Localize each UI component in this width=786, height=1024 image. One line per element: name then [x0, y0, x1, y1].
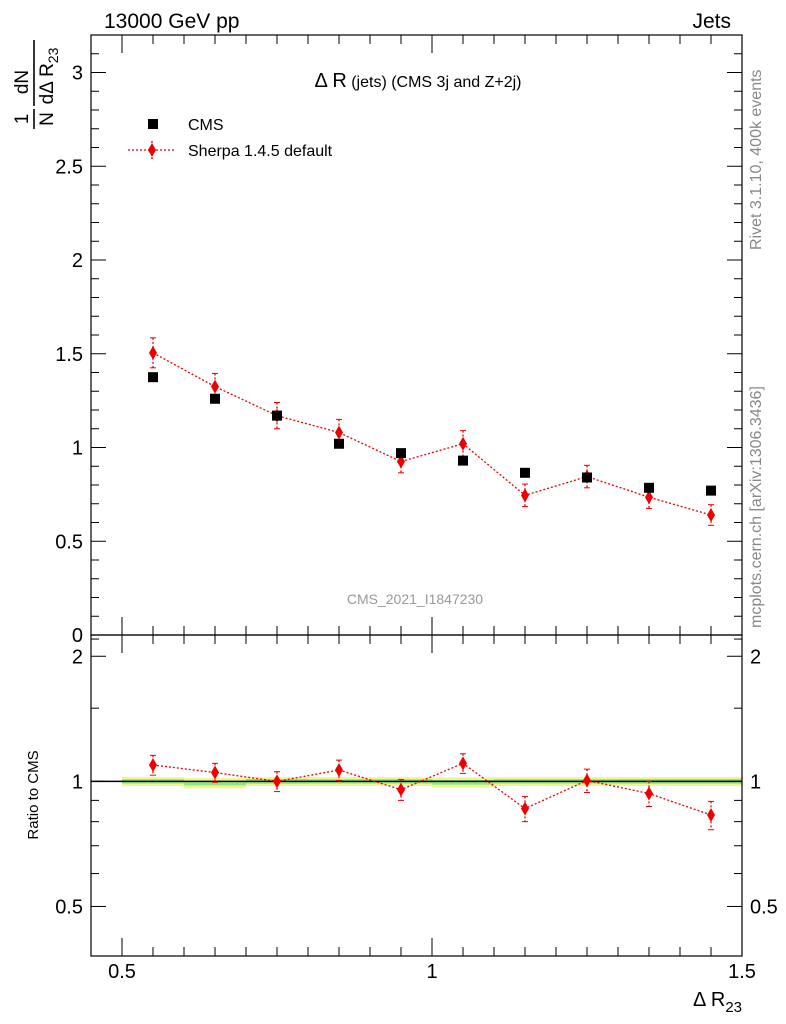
main-y-tick-label: 2.5 — [55, 156, 83, 178]
ratio-sherpa-point — [397, 782, 405, 797]
sherpa-point — [459, 436, 467, 451]
main-y-tick-label: 0 — [72, 625, 83, 647]
mcplots-label: mcplots.cern.ch [arXiv:1306.3436] — [748, 386, 765, 628]
ratio-sherpa-line — [152, 762, 712, 816]
ratio-band-inner — [184, 781, 246, 786]
sherpa-point — [707, 508, 715, 522]
plot-title-rest: (CMS 3j and Z+2j) — [387, 74, 522, 91]
ratio-y-tick-labels-left: 0.5 1 2 — [55, 646, 83, 918]
ratio-sherpa-point — [211, 765, 219, 780]
ratio-sherpa-point — [335, 762, 343, 777]
x-tick-label: 1 — [426, 961, 437, 983]
cms-point — [334, 438, 344, 449]
sherpa-point — [335, 425, 343, 440]
cms-point — [272, 410, 282, 421]
main-y-tick-labels: 0 0.5 1 1.5 2 2.5 3 — [55, 63, 83, 648]
x-ticks — [90, 35, 743, 956]
sherpa-point — [149, 345, 157, 360]
ratio-sherpa-point — [645, 786, 653, 801]
cms-point — [644, 482, 654, 493]
cms-point — [458, 455, 468, 466]
main-y-ticks — [91, 53, 742, 636]
sherpa-connecting-line — [152, 352, 712, 516]
main-y-tick-label: 1 — [72, 438, 83, 460]
ratio-sherpa-point — [273, 774, 281, 789]
y-label-ddr-main: dΔ R — [37, 63, 58, 104]
plot-title: Δ R (jets) (CMS 3j and Z+2j) — [315, 70, 522, 92]
y-label-ddr-sub: 23 — [45, 47, 61, 63]
sherpa-series-line — [152, 352, 712, 516]
ratio-panel: 0.512 0.512 0.5 1 1.5 Ratio to CMS Δ R23 — [25, 35, 778, 1016]
ratio-y-tick-label: 2 — [72, 646, 83, 668]
y-label-n: N — [37, 112, 58, 126]
cms-point — [148, 372, 158, 383]
ratio-y-ticks — [91, 638, 742, 907]
ratio-y-tick-label-right: 2 — [750, 646, 761, 668]
ratio-y-tick-label: 0.5 — [55, 896, 83, 918]
ratio-y-tick-label-right: 0.5 — [750, 896, 778, 918]
sherpa-series-points — [149, 337, 715, 526]
header-group-label: Jets — [692, 10, 731, 33]
ratio-y-tick-label-right: 1 — [750, 771, 761, 793]
sherpa-point — [521, 488, 529, 503]
main-y-axis-label: 1 N dN dΔ R23 — [12, 40, 61, 129]
ratio-y-tick-label: 1 — [72, 771, 83, 793]
legend-sherpa-label: Sherpa 1.4.5 default — [188, 143, 333, 160]
x-tick-label: 0.5 — [108, 961, 136, 983]
plot-title-sub: (jets) — [347, 74, 387, 91]
ratio-y-tick-labels-right: 0.5 1 2 — [750, 646, 778, 918]
ratio-sherpa-point — [149, 757, 157, 772]
cms-point — [582, 472, 592, 483]
x-axis-label-sub: 23 — [725, 999, 742, 1016]
sherpa-point — [645, 490, 653, 505]
main-panel: 0 0.5 1 1.5 2 2.5 3 CMS_2021_I1847230 Δ R (jet… — [12, 34, 743, 648]
x-tick-labels: 0.5 1 1.5 — [108, 961, 756, 983]
header-energy-label: 13000 GeV pp — [104, 10, 239, 33]
main-y-tick-label: 2 — [72, 250, 83, 272]
ratio-sherpa-point — [583, 773, 591, 788]
x-axis-label: Δ R23 — [693, 989, 742, 1016]
ratio-band-inner — [432, 779, 494, 785]
y-label-one: 1 — [12, 114, 33, 125]
cms-series-points — [148, 372, 716, 496]
legend-cms-marker — [148, 119, 158, 129]
ratio-y-axis-label: Ratio to CMS — [25, 750, 42, 839]
cms-point — [210, 393, 220, 404]
x-axis-label-main: Δ R — [693, 989, 725, 1011]
ratio-panel-frame — [90, 634, 743, 957]
cms-point — [706, 485, 716, 496]
main-y-tick-label: 3 — [72, 63, 83, 85]
main-y-tick-label: 1.5 — [55, 344, 83, 366]
rivet-version-label: Rivet 3.1.10, 400k events — [748, 69, 765, 250]
main-y-tick-label: 0.5 — [55, 531, 83, 553]
y-label-ddr: dΔ R23 — [37, 47, 61, 104]
plot-title-main: Δ R — [315, 70, 347, 92]
ratio-sherpa-points — [149, 753, 715, 831]
ratio-sherpa-point — [707, 807, 715, 822]
legend-cms-label: CMS — [188, 117, 224, 134]
ratio-sherpa-point — [459, 756, 467, 771]
y-label-dn: dN — [12, 70, 33, 94]
watermark-label: CMS_2021_I1847230 — [347, 591, 483, 607]
sherpa-point — [211, 379, 219, 394]
ratio-sherpa-connecting-line — [152, 762, 712, 816]
legend: CMS Sherpa 1.4.5 default — [128, 117, 333, 160]
cms-point — [520, 467, 530, 478]
legend-sherpa-marker — [148, 143, 156, 157]
cms-point — [396, 448, 406, 459]
ratio-sherpa-point — [521, 801, 529, 816]
x-tick-label: 1.5 — [728, 961, 756, 983]
